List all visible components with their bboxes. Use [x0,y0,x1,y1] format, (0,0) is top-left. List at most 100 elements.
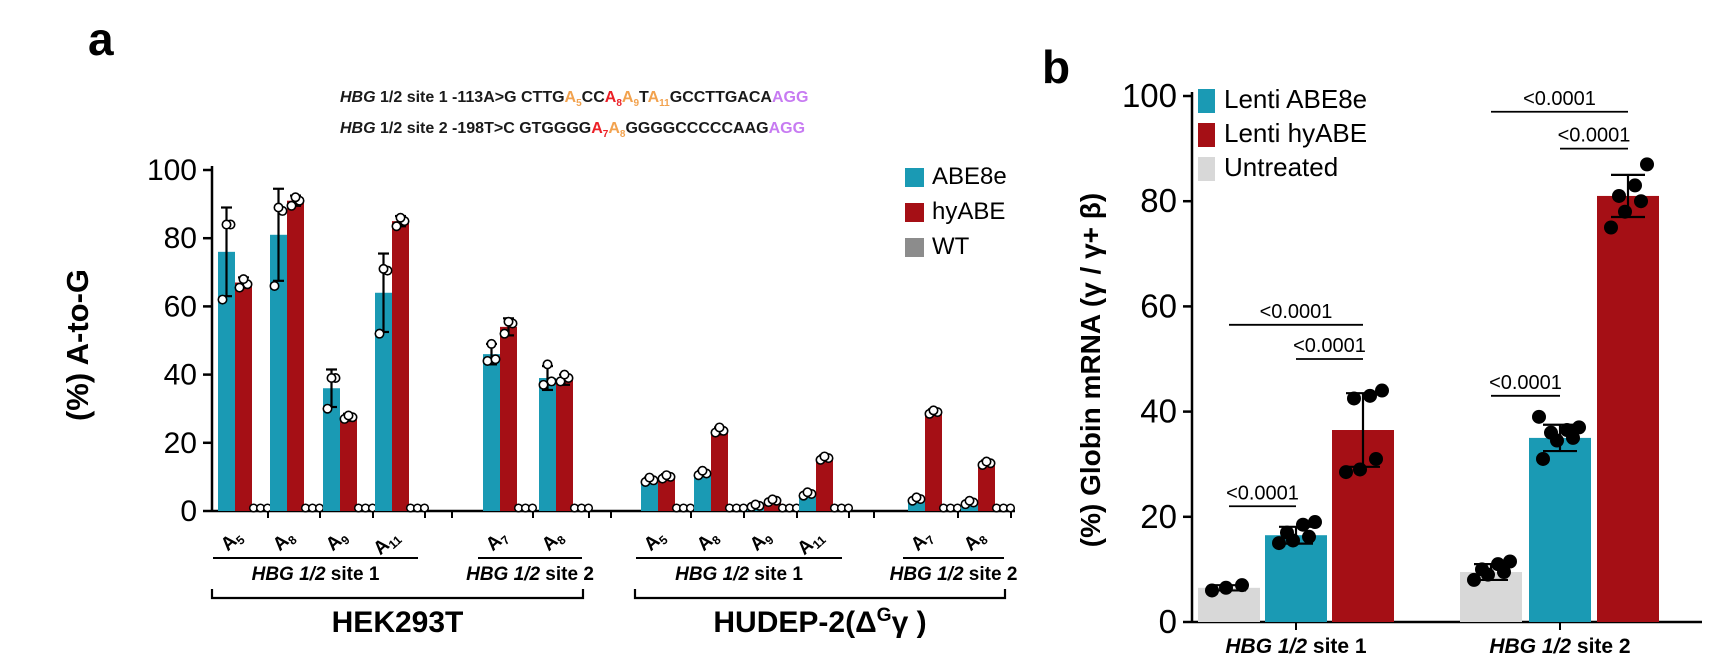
data-point-wt [738,503,749,513]
data-point [221,219,232,230]
sequence-segment: GCCTTGACA [669,89,772,106]
y-tick-label: 60 [164,290,197,323]
data-point [538,379,549,390]
data-point-wt [685,503,696,513]
cell-line-label: HUDEP-2(ΔGγ ) [713,605,926,639]
bar-group-A8-5: A8 [538,359,594,555]
data-point [1353,462,1367,477]
legend-swatch-ABE8e [905,168,924,187]
edited-base: A8 [605,90,622,109]
bar-group-A7-4: A7 [482,316,538,555]
sequence-segment: AGG [768,120,806,138]
data-point [1475,562,1489,577]
site-label: HBG 1/2 site 2 [466,564,594,585]
legend-swatch-Untreated [1198,157,1215,181]
bar-hyABE [978,463,995,511]
sequence-annotation: HBG 1/2 site 1 -113A>G CTTGA5CCA8A9TA11G… [340,58,808,140]
data-point [269,280,280,291]
x-tick-label: A8 [269,526,300,557]
sequence-segment: A5 [564,89,582,110]
bar-ABE8e [218,251,235,511]
data-point [1363,388,1377,403]
gene-name: HBG [340,89,376,106]
data-point [644,472,655,483]
data-point [1618,204,1632,219]
cell-line-bracket [210,589,585,600]
data-point [1205,583,1219,598]
y-tick-label: 20 [164,427,197,460]
legend-swatch-Lenti hyABE [1198,123,1215,147]
data-point [490,354,501,365]
data-point [1280,525,1294,540]
y-tick-label: 40 [1140,393,1177,430]
data-point [1532,409,1546,424]
data-point [1308,515,1322,530]
data-point [819,451,830,462]
sequence-line: HBG 1/2 site 1 -113A>G CTTGA5CCA8A9TA11G… [340,89,809,110]
data-point [217,294,228,305]
sequence-segment: T [639,89,648,106]
data-point-wt [843,503,854,513]
bar-group-A11-3: A11 [370,212,430,560]
data-point [928,405,939,416]
p-value-label: <0.0001 [1558,125,1631,147]
legend-label: Lenti ABE8e [1224,84,1367,114]
data-point [234,282,245,293]
data-point [326,373,337,384]
legend-swatch-hyABE [905,203,924,222]
data-point [1369,451,1383,466]
data-point [286,200,297,211]
sequence-line: HBG 1/2 site 2 -198T>C GTGGGGA7A8GGGGCCC… [340,120,806,141]
data-point [1634,194,1648,209]
bar-hyABE [711,430,728,511]
data-point [486,338,497,349]
data-point [1296,517,1310,532]
y-tick-label: 40 [164,359,197,392]
sequence-segment: A8 [604,89,622,110]
data-point-wt [314,503,325,513]
edited-base: A7 [591,121,608,140]
p-value-label: <0.0001 [1489,372,1562,394]
data-point [1503,554,1517,569]
bar-hyABE [500,326,517,511]
legend-label: hyABE [932,198,1005,225]
bar-ABE8e [641,480,658,511]
bar-ABE8e [375,292,392,511]
data-point [1536,451,1550,466]
data-point [1302,529,1316,544]
gene-name: HBG [340,120,376,138]
data-point [273,202,284,213]
data-point [750,499,761,510]
panel-b-chart: 0 20 40 60 80 100 (%) Globin mRNA (γ / γ+ β) HB… [1075,77,1702,658]
y-tick-label: 20 [1140,498,1177,535]
y-axis-title: (%) A-to-G [60,269,95,421]
data-point [499,328,510,339]
y-tick-label: 60 [1140,287,1177,324]
data-point [290,192,301,203]
bar-Lenti hyABE [1597,195,1659,622]
data-point [238,274,249,285]
data-point [1572,420,1586,435]
bar-group-A7-10: A7 [907,405,963,555]
data-point-wt [419,503,430,513]
data-point [964,495,975,506]
bar-Lenti ABE8e [1265,535,1327,622]
p-value-label: <0.0001 [1523,88,1596,110]
y-tick-label: 0 [1159,603,1177,640]
x-tick-label: A5 [640,526,671,557]
y-tick-label: 80 [1140,182,1177,219]
y-tick-label: 100 [1122,77,1177,114]
data-point [378,263,389,274]
sequence-segment: CTTG [520,89,565,106]
x-tick-label: A11 [794,526,829,561]
y-tick-label: 0 [180,495,197,528]
data-point [395,212,406,223]
x-tick-label: A9 [746,526,777,557]
data-point [1560,423,1574,438]
bar-group-A8-1: A8 [269,187,325,557]
bar-ABE8e [270,234,287,511]
bar-hyABE [764,500,781,511]
data-point [1219,580,1233,595]
bar-group-A8-11: A8 [960,456,1016,555]
